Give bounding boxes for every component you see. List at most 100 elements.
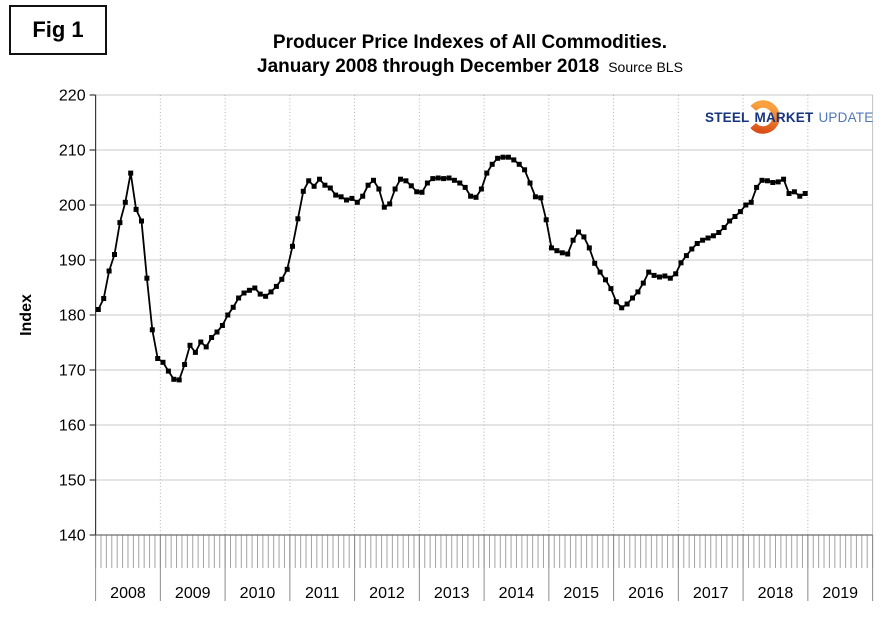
data-point-marker xyxy=(398,176,403,182)
data-point-marker xyxy=(522,167,528,173)
data-point-marker xyxy=(133,206,139,212)
data-point-marker xyxy=(705,235,711,241)
data-point-marker xyxy=(689,246,695,252)
data-point-marker xyxy=(457,180,463,186)
data-point-marker xyxy=(446,175,452,181)
data-point-marker xyxy=(640,280,646,286)
data-point-marker xyxy=(419,189,425,195)
data-point-marker xyxy=(619,305,625,311)
figure-label: Fig 1 xyxy=(32,17,84,42)
data-point-marker xyxy=(290,243,295,249)
data-point-marker xyxy=(273,283,279,289)
data-point-marker xyxy=(624,301,630,307)
data-point-marker xyxy=(527,180,533,186)
data-point-marker xyxy=(543,217,549,223)
chart-title-line1: Producer Price Indexes of All Commoditie… xyxy=(272,32,668,53)
data-point-marker xyxy=(122,199,128,205)
data-point-marker xyxy=(360,193,366,199)
data-point-marker xyxy=(435,175,441,181)
data-point-marker xyxy=(236,295,242,301)
data-point-marker xyxy=(241,290,247,296)
data-point-marker xyxy=(344,197,349,203)
data-point-marker xyxy=(570,237,576,243)
data-point-marker xyxy=(500,154,506,160)
data-series xyxy=(95,154,808,383)
data-point-marker xyxy=(165,368,171,374)
data-point-marker xyxy=(424,180,430,186)
data-point-marker xyxy=(505,154,511,160)
data-point-marker xyxy=(559,250,565,256)
x-year-label: 2015 xyxy=(563,585,599,602)
data-point-marker xyxy=(565,251,571,257)
data-point-marker xyxy=(203,344,209,350)
x-year-label: 2009 xyxy=(175,585,211,602)
chart-title-line2: January 2008 through December 2018 xyxy=(257,55,600,77)
data-point-marker xyxy=(754,184,760,190)
data-point-marker xyxy=(683,253,689,259)
data-point-marker xyxy=(192,349,198,355)
data-point-marker xyxy=(198,339,204,345)
data-point-marker xyxy=(376,186,382,192)
logo-market: MARKET xyxy=(754,110,814,125)
data-point-marker xyxy=(737,209,743,215)
data-point-marker xyxy=(748,199,754,205)
data-point-marker xyxy=(732,214,738,219)
x-year-label: 2012 xyxy=(369,585,405,602)
data-point-marker xyxy=(651,272,657,278)
data-point-marker xyxy=(802,191,808,196)
data-point-marker xyxy=(171,376,177,382)
x-year-label: 2016 xyxy=(628,585,664,602)
data-point-marker xyxy=(187,342,193,348)
x-year-label: 2013 xyxy=(434,585,470,602)
data-point-marker xyxy=(468,193,474,199)
data-point-marker xyxy=(576,229,581,235)
x-year-label: 2010 xyxy=(240,585,276,602)
data-point-marker xyxy=(791,189,797,195)
chart-title: Producer Price Indexes of All Commoditie… xyxy=(60,31,880,79)
data-point-marker xyxy=(532,194,538,200)
x-year-label: 2011 xyxy=(305,585,340,602)
data-point-marker xyxy=(516,161,522,167)
data-point-marker xyxy=(608,286,614,292)
y-tick-label: 150 xyxy=(59,473,86,490)
data-point-marker xyxy=(354,199,360,205)
data-point-marker xyxy=(495,155,501,161)
data-point-marker xyxy=(646,269,652,275)
y-tick-label: 180 xyxy=(59,308,86,325)
data-point-marker xyxy=(451,177,457,183)
data-point-marker xyxy=(387,201,393,207)
data-point-marker xyxy=(160,359,166,365)
data-point-marker xyxy=(225,312,231,318)
data-point-marker xyxy=(781,176,787,182)
data-point-marker xyxy=(371,177,376,183)
axis-tick-labels: 140 150 160 170 180 190 200 210 220 2008 2009 2010 2… xyxy=(59,88,858,603)
logo-update: UPDATE xyxy=(818,110,874,125)
y-axis-title: Index xyxy=(18,294,35,336)
data-point-marker xyxy=(770,180,776,185)
data-point-marker xyxy=(786,191,792,196)
data-point-marker xyxy=(144,275,150,281)
data-point-marker xyxy=(613,299,619,305)
data-point-marker xyxy=(311,183,317,189)
x-year-label: 2017 xyxy=(693,585,729,602)
data-point-marker xyxy=(441,176,447,182)
data-point-marker xyxy=(112,252,117,257)
y-tick-label: 160 xyxy=(59,418,86,435)
data-point-marker xyxy=(489,161,495,167)
data-point-marker xyxy=(327,185,333,191)
y-tick-label: 200 xyxy=(59,198,86,215)
data-point-marker xyxy=(678,260,684,266)
data-point-marker xyxy=(597,269,603,275)
data-point-marker xyxy=(511,157,517,163)
data-point-marker xyxy=(349,195,355,201)
y-tick-label: 190 xyxy=(59,253,86,270)
data-point-marker xyxy=(581,234,587,240)
data-point-marker xyxy=(284,266,290,272)
data-point-marker xyxy=(630,295,635,301)
data-point-marker xyxy=(635,289,641,295)
source-note: Source BLS xyxy=(608,58,683,75)
gridlines xyxy=(95,94,874,535)
data-point-marker xyxy=(586,245,592,251)
